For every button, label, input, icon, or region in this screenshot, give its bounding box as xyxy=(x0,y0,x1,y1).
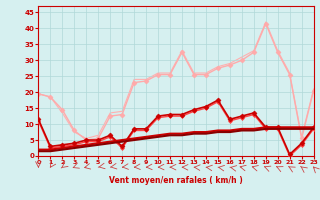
X-axis label: Vent moyen/en rafales ( km/h ): Vent moyen/en rafales ( km/h ) xyxy=(109,176,243,185)
